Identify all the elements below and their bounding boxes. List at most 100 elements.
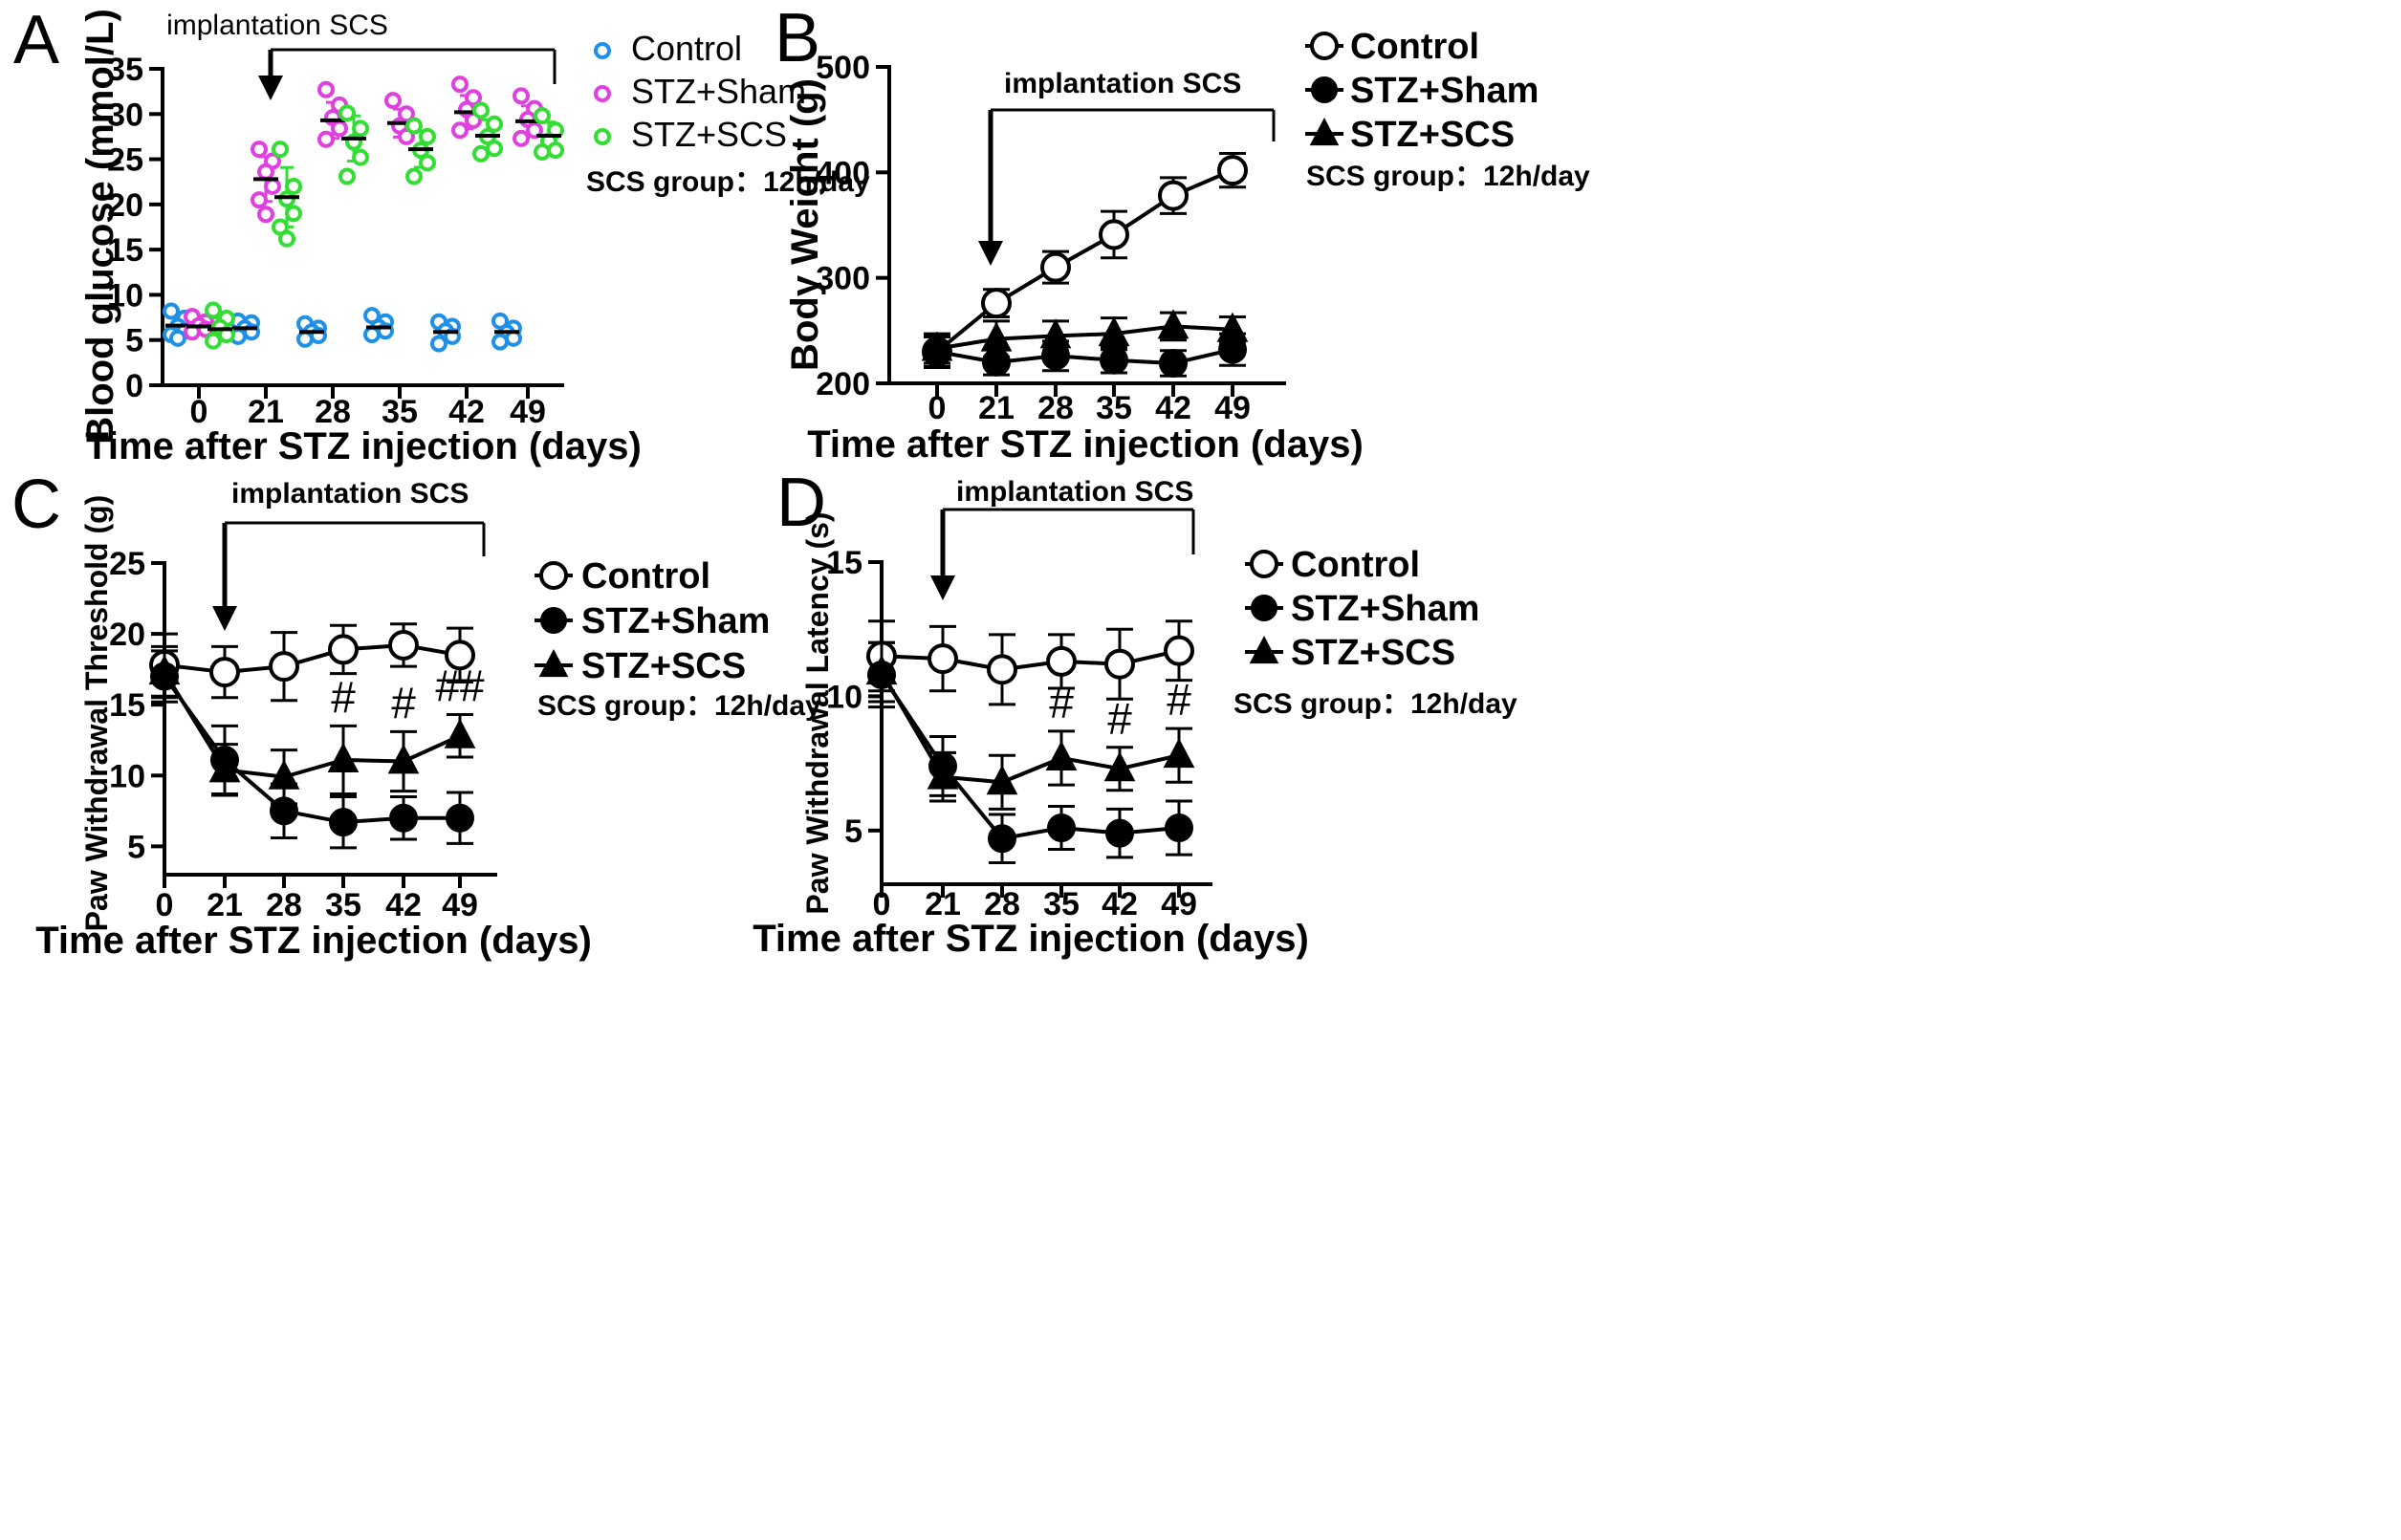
implantation-arrow-head [978, 241, 1003, 266]
legend-label: STZ+SCS [1291, 633, 1455, 673]
x-tick-label: 35 [1096, 390, 1132, 426]
data-point [251, 191, 268, 209]
data-point [1157, 309, 1190, 339]
x-tick-label: 21 [925, 886, 961, 922]
y-tick-label: 35 [107, 52, 143, 88]
implantation-marker: implantation SCS [212, 478, 486, 631]
data-point [205, 301, 222, 319]
legend-marker [539, 561, 568, 590]
implantation-marker: implantation SCS [930, 476, 1195, 600]
x-tick-label: 49 [1214, 390, 1251, 426]
y-tick-label: 15 [109, 687, 145, 724]
data-point [317, 80, 335, 98]
data-point [472, 144, 490, 163]
implantation-label: implantation SCS [166, 10, 388, 41]
data-point [1158, 180, 1189, 211]
legend-marker [594, 42, 611, 59]
y-tick-label: 300 [816, 261, 870, 297]
data-point [398, 127, 415, 145]
x-tick-label: 28 [315, 394, 351, 430]
data-point [1099, 219, 1129, 250]
x-tick-label: 0 [190, 394, 208, 430]
scs-group-note: SCS group：12h/day [1233, 688, 1517, 720]
series-stz-scs [205, 101, 564, 350]
series-stz-scs [865, 640, 1195, 811]
x-tick-label: 49 [442, 887, 478, 923]
data-point [865, 655, 898, 685]
data-point [389, 803, 418, 833]
legend-label: STZ+Sham [631, 72, 806, 111]
data-point [1046, 645, 1077, 677]
implantation-arrow-head [212, 606, 237, 631]
series-stz-sham [184, 76, 543, 341]
series-control [149, 622, 475, 703]
x-tick-label: 21 [248, 394, 284, 430]
series-line [936, 347, 1233, 366]
y-axis-title: Paw Withdrawal Latency (s) [800, 511, 835, 914]
data-point [1164, 635, 1194, 666]
data-point [1047, 813, 1076, 843]
series-stz-sham [150, 649, 474, 850]
implantation-marker: implantation SCS [978, 68, 1276, 266]
panel-letter: B [775, 0, 820, 76]
y-tick-label: 5 [125, 323, 143, 359]
data-point [988, 824, 1016, 854]
data-point [352, 119, 369, 138]
data-point [1217, 155, 1248, 186]
x-axis-title: Time after STZ injection (days) [753, 918, 1309, 960]
data-point [363, 326, 381, 344]
legend-marker [594, 128, 611, 145]
legend-marker [1249, 636, 1279, 664]
significance-mark: # [1167, 675, 1191, 725]
data-point [927, 759, 959, 790]
y-tick-label: 0 [125, 368, 143, 404]
data-point [257, 206, 274, 224]
x-tick-label: 35 [382, 394, 418, 430]
legend-marker [1250, 550, 1278, 578]
data-point [352, 148, 369, 166]
y-tick-label: 10 [107, 277, 143, 314]
y-axis-title: Paw Withdrawal Threshold (g) [79, 495, 114, 932]
data-point [1216, 312, 1249, 342]
data-point [257, 163, 274, 181]
significance-mark: # [331, 672, 356, 722]
data-point [486, 115, 503, 133]
data-point [444, 718, 476, 748]
series-stz-sham [867, 640, 1193, 865]
data-point [921, 331, 953, 361]
y-tick-label: 400 [816, 155, 870, 191]
data-point [328, 634, 359, 665]
legend-label: Control [1350, 27, 1479, 67]
data-point [547, 141, 564, 160]
legend-label: STZ+SCS [631, 115, 787, 154]
data-point [405, 117, 423, 135]
y-tick-label: 20 [109, 617, 145, 653]
legend-label: Control [1291, 545, 1420, 585]
data-point [1098, 316, 1130, 347]
y-tick-label: 25 [107, 142, 143, 179]
implantation-arrow-head [930, 575, 955, 600]
data-point [472, 101, 490, 119]
data-point [405, 167, 423, 185]
series-stz-scs [148, 644, 476, 806]
panel-letter: C [11, 466, 61, 543]
data-point [980, 321, 1013, 352]
data-point [419, 154, 436, 172]
data-point [338, 104, 356, 122]
scs-group-note: SCS group：12h/day [537, 690, 821, 722]
series-control [866, 619, 1194, 706]
x-tick-label: 0 [928, 390, 947, 426]
series-line [163, 671, 461, 779]
x-tick-label: 49 [510, 394, 546, 430]
data-point [163, 302, 180, 320]
panel-letter: D [776, 465, 826, 541]
significance-mark: # [391, 678, 416, 727]
legend-label: STZ+SCS [581, 646, 746, 686]
series-line [936, 324, 1233, 351]
data-point [264, 177, 281, 195]
data-point [451, 121, 469, 140]
data-point [513, 129, 530, 147]
